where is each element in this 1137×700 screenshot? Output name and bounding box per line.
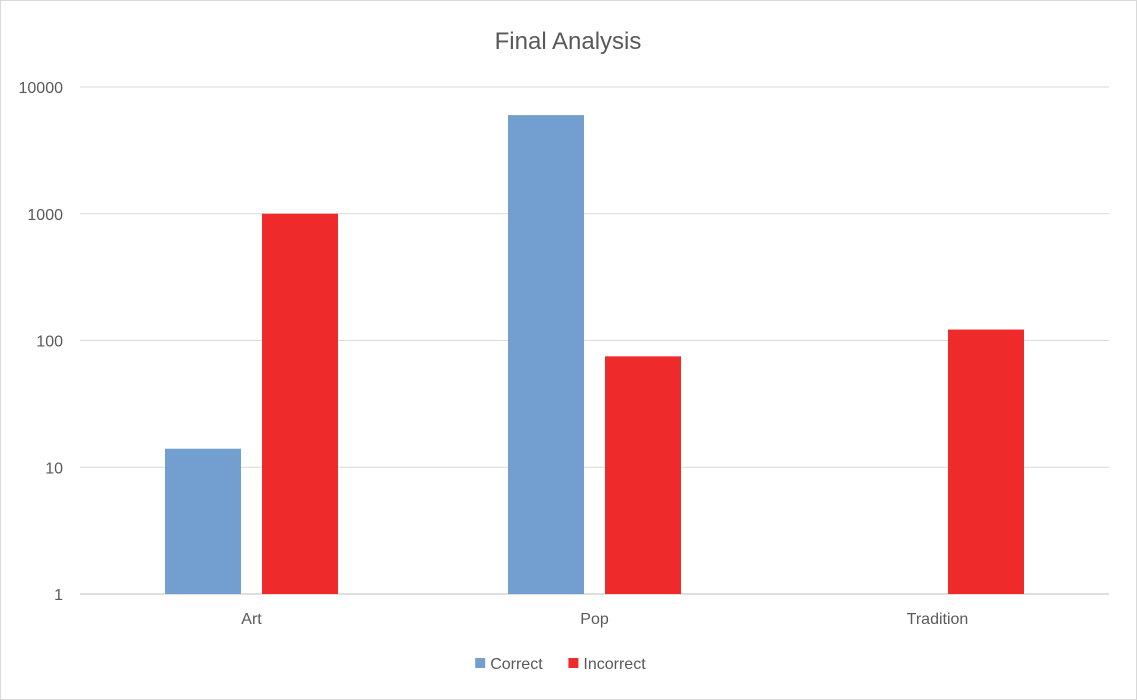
y-tick-label: 10000 — [19, 80, 64, 97]
x-tick-label: Art — [241, 611, 262, 628]
y-tick-label: 10 — [45, 460, 63, 477]
y-tick-label: 1 — [54, 587, 63, 604]
bars — [165, 115, 1024, 595]
y-tick-label: 100 — [36, 334, 63, 351]
y-tick-label: 1000 — [27, 207, 63, 224]
legend-swatch-correct — [475, 658, 486, 668]
bar-correct-pop — [508, 115, 584, 595]
legend: Correct Incorrect — [475, 656, 646, 673]
x-tick-label: Pop — [580, 611, 609, 628]
gridlines — [80, 86, 1109, 595]
legend-label-incorrect: Incorrect — [583, 656, 646, 673]
legend-label-correct: Correct — [490, 656, 543, 673]
bar-incorrect-pop — [605, 356, 681, 594]
bar-incorrect-art — [262, 213, 338, 594]
legend-swatch-incorrect — [568, 658, 579, 668]
bar-incorrect-tradition — [948, 329, 1024, 594]
y-axis-ticks: 1 10 100 1000 10000 — [19, 80, 64, 604]
bar-correct-art — [165, 448, 241, 594]
x-tick-label: Tradition — [907, 611, 969, 628]
x-axis-ticks: Art Pop Tradition — [241, 611, 968, 628]
chart-title: Final Analysis — [495, 28, 642, 55]
